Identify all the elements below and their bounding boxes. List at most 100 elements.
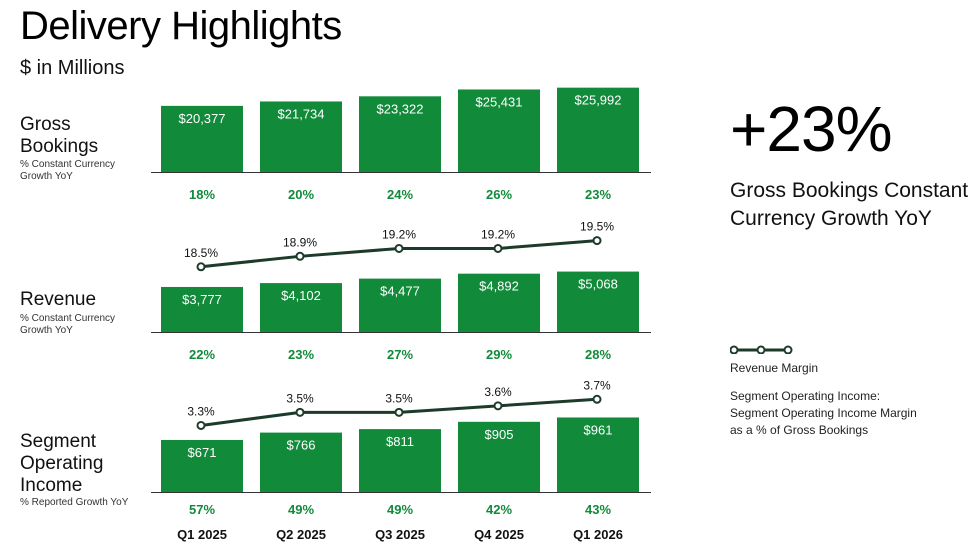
row-label-line: Segment: [20, 431, 97, 452]
bar: [458, 273, 540, 332]
row-label-gross-bookings: Gross Bookings: [20, 114, 98, 158]
growth-label: 42%: [486, 502, 512, 517]
row-sublabel-line: Growth YoY: [20, 325, 73, 336]
margin-point: [592, 236, 602, 246]
growth-label: 43%: [585, 502, 611, 517]
growth-label: 27%: [387, 347, 413, 362]
highlight-label: Gross Bookings Constant Currency Growth …: [730, 177, 980, 233]
bar: [557, 271, 639, 332]
margin-point: [592, 394, 602, 404]
bar-value-label: $4,477: [380, 284, 420, 299]
growth-label: 49%: [288, 502, 314, 517]
legend-line-swatch: [730, 345, 793, 354]
bar-value-label: $905: [485, 427, 514, 442]
row-label-line: Operating: [20, 453, 104, 474]
row-label-line: Gross: [20, 114, 71, 135]
margin-label: 3.5%: [286, 391, 314, 405]
margin-label: 3.3%: [187, 404, 215, 418]
bar-value-label: $25,431: [476, 94, 523, 109]
legend-revenue-margin: Revenue Margin: [730, 361, 819, 375]
page-title: Delivery Highlights: [20, 4, 342, 48]
bar: [359, 429, 441, 492]
bar-value-label: $20,377: [179, 111, 226, 126]
margin-label: 3.7%: [583, 378, 611, 392]
category-label: Q4 2025: [474, 527, 524, 542]
bar: [260, 432, 342, 492]
bar-value-label: $4,102: [281, 288, 321, 303]
margin-point: [394, 407, 404, 417]
legend-note-line: as a % of Gross Bookings: [730, 423, 869, 437]
growth-label: 26%: [486, 187, 512, 202]
growth-label: 18%: [189, 187, 215, 202]
row-sublabel-line: % Reported Growth YoY: [20, 497, 129, 508]
bar: [161, 105, 243, 172]
category-label: Q1 2026: [573, 527, 623, 542]
bar: [557, 87, 639, 172]
bar-value-label: $4,892: [479, 279, 519, 294]
bar-value-label: $671: [188, 445, 217, 460]
category-label: Q1 2025: [177, 527, 227, 542]
growth-label: 22%: [189, 347, 215, 362]
bar-value-label: $21,734: [278, 106, 325, 121]
growth-label: 24%: [387, 187, 413, 202]
row-label-line: Bookings: [20, 136, 99, 157]
growth-label: 49%: [387, 502, 413, 517]
row-sublabel-gross-bookings: % Constant Currency Growth YoY: [20, 159, 115, 183]
margin-label: 19.5%: [580, 220, 614, 234]
bar-value-label: $25,992: [575, 93, 622, 108]
growth-label: 23%: [288, 347, 314, 362]
highlight-value: +23%: [730, 93, 892, 165]
bar-value-label: $961: [584, 422, 613, 437]
highlight-label-line: Currency Growth YoY: [730, 207, 932, 230]
bar: [359, 96, 441, 172]
row-sublabel-line: Growth YoY: [20, 171, 73, 182]
row-label-revenue: Revenue: [20, 289, 96, 311]
bar-value-label: $811: [386, 434, 414, 449]
margin-point: [196, 420, 206, 430]
margin-point: [196, 262, 206, 272]
margin-label: 3.5%: [385, 391, 413, 405]
margin-label: 18.9%: [283, 235, 317, 249]
growth-label: 23%: [585, 187, 611, 202]
bar: [359, 278, 441, 332]
bar: [161, 286, 243, 332]
margin-point: [394, 243, 404, 253]
legend-note: Segment Operating Income: Segment Operat…: [730, 388, 970, 439]
margin-point: [295, 251, 305, 261]
growth-label: 20%: [288, 187, 314, 202]
margin-label: 19.2%: [382, 227, 416, 241]
row-label-line: Revenue: [20, 289, 97, 310]
growth-label: 29%: [486, 347, 512, 362]
bar-value-label: $5,068: [578, 277, 618, 292]
category-label: Q3 2025: [375, 527, 425, 542]
row-sublabel-line: % Constant Currency: [20, 159, 116, 170]
margin-label: 19.2%: [481, 227, 515, 241]
page-subtitle: $ in Millions: [20, 57, 125, 79]
bar-value-label: $23,322: [377, 101, 424, 116]
row-label-segment-operating-income: Segment Operating Income: [20, 431, 103, 497]
bar: [557, 417, 639, 492]
row-sublabel-segment-operating-income: % Reported Growth YoY: [20, 497, 128, 509]
margin-point: [493, 401, 503, 411]
margin-label: 18.5%: [184, 246, 218, 260]
bar-value-label: $3,777: [182, 292, 222, 307]
legend-note-line: Segment Operating Income Margin: [730, 406, 917, 420]
legend-note-line: Segment Operating Income:: [730, 389, 881, 403]
bar: [458, 89, 540, 172]
margin-point: [493, 243, 503, 253]
margin-point: [295, 407, 305, 417]
row-sublabel-revenue: % Constant Currency Growth YoY: [20, 313, 115, 337]
bar: [260, 283, 342, 332]
bar: [458, 421, 540, 492]
growth-label: 57%: [189, 502, 215, 517]
growth-label: 28%: [585, 347, 611, 362]
row-label-line: Income: [20, 475, 83, 496]
bar: [161, 439, 243, 492]
highlight-label-line: Gross Bookings Constant: [730, 179, 969, 202]
bar-value-label: $766: [287, 438, 316, 453]
category-label: Q2 2025: [276, 527, 326, 542]
row-sublabel-line: % Constant Currency: [20, 313, 116, 324]
margin-label: 3.6%: [484, 385, 512, 399]
bar: [260, 101, 342, 172]
